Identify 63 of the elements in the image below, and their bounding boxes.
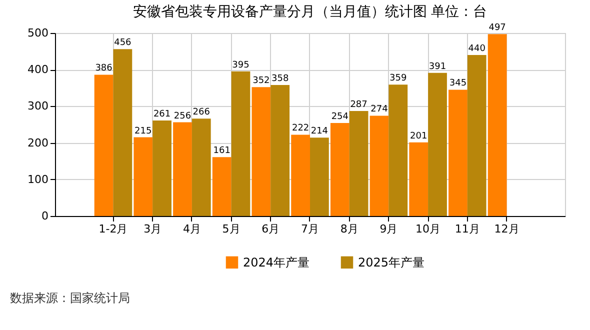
x-tick-label: 10月 [416, 222, 441, 236]
y-tick-label: 200 [28, 136, 48, 150]
bar [488, 34, 507, 216]
data-label: 215 [134, 126, 152, 136]
data-label: 201 [410, 131, 428, 142]
bar [291, 134, 310, 216]
x-tick-label: 3月 [144, 222, 162, 236]
data-label: 274 [370, 104, 388, 115]
data-label: 261 [153, 109, 171, 120]
data-label: 440 [468, 44, 486, 54]
bar [113, 49, 132, 216]
data-label: 266 [192, 108, 210, 118]
legend-label: 2025年产量 [358, 255, 425, 270]
data-label: 386 [95, 64, 113, 74]
x-tick-label: 9月 [380, 222, 398, 236]
bar [409, 142, 428, 216]
bar [388, 84, 408, 216]
bar [94, 74, 114, 216]
data-label: 497 [488, 23, 506, 34]
data-label: 352 [252, 76, 270, 86]
y-tick-label: 100 [28, 172, 48, 186]
bar [349, 110, 368, 216]
y-tick-label: 0 [42, 210, 48, 222]
bar [252, 87, 271, 216]
data-label: 345 [449, 78, 467, 89]
data-label: 222 [292, 124, 310, 134]
data-label: 359 [390, 74, 408, 84]
data-label: 161 [213, 146, 230, 156]
bar [212, 157, 232, 216]
x-tick-label: 1-2月 [98, 222, 128, 236]
bar [192, 118, 211, 216]
bar [467, 54, 486, 216]
y-tick-label: 300 [28, 100, 48, 113]
bar [231, 71, 250, 216]
y-tick-label: 400 [28, 63, 48, 76]
data-label: 391 [428, 62, 446, 72]
x-tick-label: 7月 [301, 222, 319, 236]
data-label: 256 [174, 111, 192, 122]
chart-title: 安徽省包装专用设备产量分月（当月值）统计图 单位：台 [132, 4, 488, 20]
y-tick-label: 500 [28, 26, 48, 40]
bar [370, 116, 389, 216]
bar [310, 138, 329, 216]
data-label: 287 [350, 100, 368, 110]
bar [428, 72, 447, 216]
bar [330, 123, 350, 216]
legend-label: 2024年产量 [243, 255, 310, 270]
bar [134, 137, 153, 216]
bar [270, 84, 290, 216]
x-tick-label: 4月 [182, 222, 201, 236]
bar [448, 90, 468, 216]
source-note: 数据来源：国家统计局 [10, 291, 130, 305]
x-tick-label: 5月 [222, 222, 240, 236]
data-label: 456 [114, 38, 132, 48]
bar [173, 122, 192, 216]
bar [152, 120, 172, 216]
data-label: 214 [310, 126, 328, 137]
data-label: 395 [232, 60, 250, 70]
data-label: 358 [272, 74, 289, 84]
data-label: 254 [331, 112, 349, 122]
x-tick-label: 11月 [454, 222, 480, 236]
x-tick-label: 12月 [494, 222, 520, 236]
x-tick-label: 6月 [262, 222, 280, 236]
x-tick-label: 8月 [340, 222, 358, 236]
